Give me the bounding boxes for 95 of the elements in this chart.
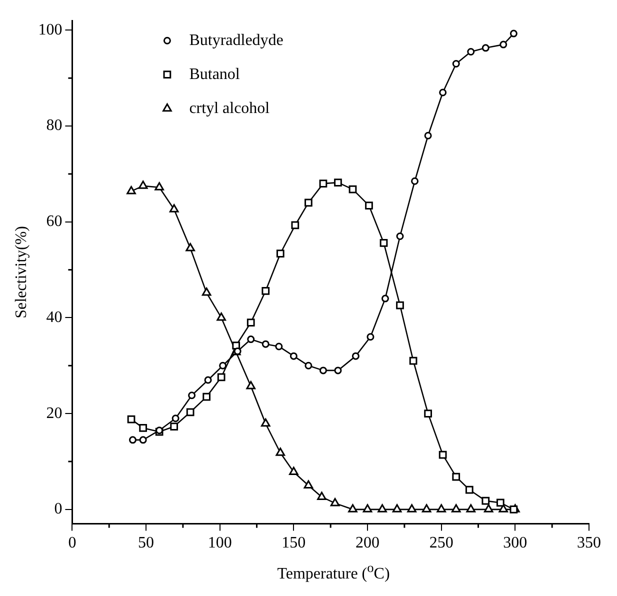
- point: [496, 498, 504, 507]
- point: [128, 436, 136, 444]
- point: [304, 362, 312, 370]
- point: [262, 340, 270, 348]
- x-tick-label: 50: [138, 534, 154, 552]
- x-tick-label: 250: [429, 534, 454, 552]
- point: [452, 472, 460, 481]
- point: [138, 180, 148, 189]
- x-tick-label: 100: [208, 534, 232, 552]
- point: [380, 239, 388, 247]
- point: [232, 342, 240, 350]
- point: [422, 504, 432, 512]
- point: [246, 318, 255, 326]
- x-tick-label: 350: [577, 534, 601, 552]
- y-tick-label: 40: [46, 308, 62, 326]
- point: [465, 486, 474, 494]
- point: [304, 198, 312, 207]
- point: [362, 504, 372, 512]
- point: [291, 221, 300, 230]
- x-tick-label: 0: [68, 534, 76, 552]
- x-tick-label: 200: [356, 534, 380, 552]
- point: [186, 242, 195, 252]
- point: [482, 44, 490, 52]
- point: [334, 178, 342, 187]
- x-axis-title: Temperature ($^{o}$C): [276, 559, 391, 584]
- point: [396, 232, 404, 240]
- point: [424, 410, 432, 418]
- point: [439, 88, 447, 96]
- y-tick-label: 80: [46, 117, 62, 134]
- y-axis-title: Selectivity(%): [12, 226, 30, 318]
- point: [467, 48, 475, 56]
- point: [452, 60, 460, 68]
- point: [126, 186, 136, 194]
- point: [304, 480, 314, 488]
- x-tick-label: 300: [503, 534, 528, 552]
- point: [498, 504, 508, 512]
- point: [219, 362, 227, 370]
- y-tick-label: 20: [46, 404, 62, 422]
- point: [275, 342, 283, 350]
- point: [334, 366, 342, 374]
- point: [217, 373, 226, 382]
- point: [289, 466, 298, 476]
- point: [365, 202, 373, 210]
- point: [436, 504, 446, 512]
- point: [438, 450, 447, 459]
- point: [451, 504, 461, 512]
- point: [424, 132, 432, 140]
- point: [392, 504, 402, 512]
- point: [319, 180, 328, 188]
- point: [510, 505, 518, 514]
- y-tick-label: 60: [46, 213, 62, 230]
- legend-label: crtyl alcohol: [189, 100, 270, 117]
- point: [466, 504, 476, 512]
- point: [186, 408, 194, 416]
- point: [290, 352, 298, 360]
- point: [500, 40, 508, 48]
- point: [330, 498, 340, 506]
- point: [484, 504, 494, 512]
- point: [482, 496, 490, 505]
- point: [247, 336, 255, 344]
- point: [188, 392, 196, 400]
- y-tick-label: 100: [38, 21, 62, 38]
- point: [276, 250, 284, 258]
- point: [169, 204, 179, 212]
- point: [411, 177, 419, 185]
- point: [317, 492, 326, 500]
- point: [348, 504, 358, 512]
- point: [139, 424, 148, 432]
- point: [260, 418, 270, 427]
- point: [378, 504, 387, 512]
- legend-label: Butanol: [189, 66, 240, 83]
- point: [366, 333, 374, 341]
- point: [348, 185, 357, 194]
- point: [510, 30, 518, 38]
- point: [409, 356, 418, 365]
- point: [216, 312, 226, 321]
- point: [276, 448, 286, 456]
- point: [139, 436, 147, 444]
- x-tick-label: 150: [282, 534, 306, 552]
- point: [407, 504, 416, 512]
- point: [396, 301, 404, 310]
- y-tick-label: 0: [54, 500, 62, 518]
- legend-label: Butyradledyde: [189, 32, 284, 49]
- point: [202, 288, 212, 296]
- point: [381, 294, 389, 302]
- point: [202, 392, 210, 401]
- point: [170, 422, 178, 430]
- point: [154, 182, 164, 190]
- point: [319, 366, 327, 374]
- point: [246, 381, 256, 390]
- point: [352, 352, 360, 360]
- point: [172, 414, 180, 422]
- point: [262, 286, 270, 295]
- point: [127, 415, 136, 424]
- point: [204, 376, 212, 384]
